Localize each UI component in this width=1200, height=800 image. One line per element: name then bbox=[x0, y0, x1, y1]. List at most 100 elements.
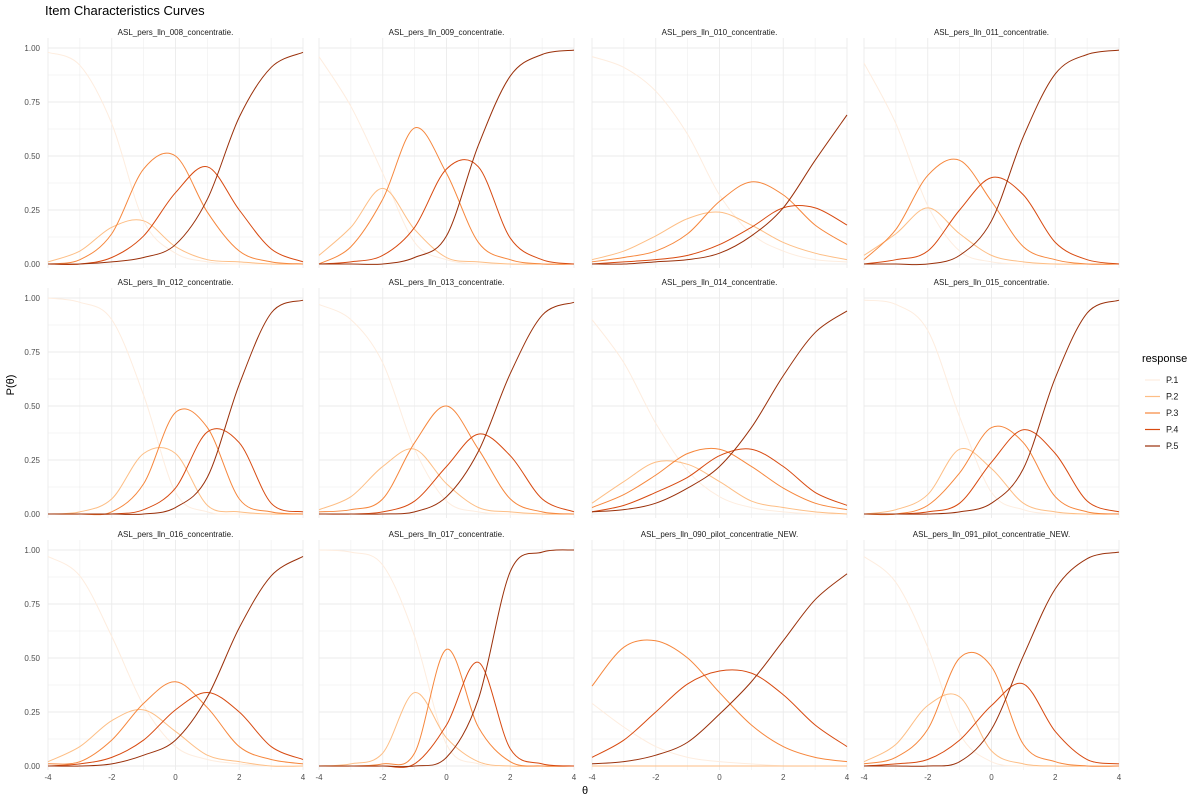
facet-panel: ASL_pers_lln_090_pilot_concentratie_NEW.… bbox=[588, 530, 849, 782]
series-line-p1 bbox=[318, 304, 574, 515]
x-tick-label: 2 bbox=[781, 773, 786, 782]
series-line-p5 bbox=[47, 299, 304, 515]
series-line-p3 bbox=[591, 181, 848, 263]
series-line-p3 bbox=[318, 405, 575, 515]
x-tick-label: -2 bbox=[108, 773, 116, 782]
y-tick-label: 1.00 bbox=[24, 294, 40, 303]
facet-strip-label: ASL_pers_lln_014_concentratie. bbox=[662, 278, 778, 287]
series-line-p4 bbox=[863, 682, 1120, 767]
x-tick-label: 0 bbox=[717, 773, 722, 782]
series-line-p3 bbox=[591, 639, 848, 763]
facet-panel: ASL_pers_lln_010_concentratie. bbox=[591, 28, 848, 268]
x-tick-label: -4 bbox=[315, 773, 323, 782]
x-axis-label: θ bbox=[582, 785, 588, 797]
series-line-p4 bbox=[47, 166, 304, 265]
facet-panel: ASL_pers_lln_009_concentratie. bbox=[318, 28, 575, 268]
x-tick-label: -4 bbox=[588, 773, 596, 782]
y-tick-label: 1.00 bbox=[24, 546, 40, 555]
legend-items: P.1 P.2 P.3 P.4 P.5 bbox=[1145, 375, 1178, 451]
panel-grid bbox=[47, 38, 304, 268]
panel-grid bbox=[591, 288, 848, 518]
series-line-p4 bbox=[863, 176, 1120, 265]
series-line-p3 bbox=[863, 425, 1120, 516]
series-line-p2 bbox=[591, 211, 848, 261]
facet-strip-label: ASL_pers_lln_009_concentratie. bbox=[389, 28, 505, 37]
series-line-p2 bbox=[318, 187, 574, 265]
legend-label-p4: P.4 bbox=[1166, 425, 1178, 435]
series-line-p4 bbox=[591, 669, 848, 758]
facet-strip-label: ASL_pers_lln_008_concentratie. bbox=[118, 28, 234, 37]
facet-panel: ASL_pers_lln_017_concentratie. -4 -2 0 2 4 bbox=[315, 530, 576, 782]
y-tick-label: 0.50 bbox=[24, 402, 40, 411]
x-tick-label: -2 bbox=[652, 773, 660, 782]
series-line-p5 bbox=[47, 556, 304, 767]
x-tick-label: 2 bbox=[1053, 773, 1058, 782]
series-line-p5 bbox=[591, 573, 848, 765]
y-tick-label: 0.00 bbox=[24, 260, 40, 269]
series-line-p1 bbox=[47, 51, 303, 265]
panel-grid bbox=[47, 540, 304, 770]
panel-grid bbox=[591, 38, 848, 268]
series-line-p1 bbox=[591, 56, 848, 263]
facet-panel: ASL_pers_lln_013_concentratie. bbox=[318, 278, 575, 518]
series-line-p5 bbox=[47, 51, 304, 265]
x-tick-label: 4 bbox=[845, 773, 850, 782]
facet-strip-label: ASL_pers_lln_015_concentratie. bbox=[934, 278, 1050, 287]
facet-strip-label: ASL_pers_lln_011_concentratie. bbox=[934, 28, 1049, 37]
facet-panel: ASL_pers_lln_014_concentratie. bbox=[591, 278, 848, 518]
x-tick-label: 2 bbox=[237, 773, 242, 782]
series-line-p5 bbox=[864, 49, 1120, 266]
facet-panel: ASL_pers_lln_012_concentratie. 0.00 0.25 0.… bbox=[24, 278, 304, 519]
x-tick-label: 0 bbox=[989, 773, 994, 782]
y-axis-label: P(θ) bbox=[5, 375, 17, 396]
y-tick-label: 0.00 bbox=[24, 510, 40, 519]
x-tick-label: -4 bbox=[860, 773, 868, 782]
series-line-p4 bbox=[591, 205, 848, 265]
series-line-p2 bbox=[318, 448, 575, 515]
x-tick-label: 2 bbox=[508, 773, 513, 782]
y-tick-label: 0.75 bbox=[24, 98, 40, 107]
series-line-p2 bbox=[863, 207, 1119, 265]
facet-strip-label: ASL_pers_lln_012_concentratie. bbox=[118, 278, 234, 287]
panel-grid bbox=[318, 540, 575, 770]
series-line-p3 bbox=[318, 127, 575, 265]
panel-grid bbox=[318, 38, 575, 268]
y-tick-label: 0.00 bbox=[24, 762, 40, 771]
series-line-p2 bbox=[47, 219, 304, 265]
series-line-p2 bbox=[591, 460, 848, 515]
series-line-p3 bbox=[863, 651, 1120, 767]
panel-grid bbox=[47, 288, 304, 518]
panel-grid bbox=[591, 540, 848, 770]
y-tick-label: 0.25 bbox=[24, 708, 40, 717]
x-tick-label: 4 bbox=[1117, 773, 1122, 782]
series-line-p1 bbox=[863, 299, 1119, 515]
series-line-p5 bbox=[591, 114, 848, 265]
x-tick-label: 4 bbox=[572, 773, 577, 782]
legend-title: response bbox=[1142, 353, 1187, 365]
y-tick-label: 1.00 bbox=[24, 44, 40, 53]
facet-panel: ASL_pers_lln_008_concentratie. 0.00 0.25 0.… bbox=[24, 28, 304, 269]
legend-label-p2: P.2 bbox=[1166, 392, 1178, 402]
facet-panel: ASL_pers_lln_091_pilot_concentratie_NEW.… bbox=[860, 530, 1121, 782]
series-line-p5 bbox=[591, 310, 848, 513]
series-line-p3 bbox=[47, 681, 304, 765]
y-tick-label: 0.50 bbox=[24, 152, 40, 161]
series-line-p5 bbox=[863, 299, 1120, 515]
y-tick-label: 0.75 bbox=[24, 348, 40, 357]
series-line-p2 bbox=[47, 446, 304, 515]
legend-label-p1: P.1 bbox=[1166, 375, 1178, 385]
panel-grid bbox=[863, 38, 1120, 268]
facet-strip-label: ASL_pers_lln_017_concentratie. bbox=[389, 530, 505, 539]
series-line-p3 bbox=[47, 152, 304, 265]
series-line-p4 bbox=[591, 448, 848, 513]
series-line-p3 bbox=[591, 447, 848, 511]
facet-panel: ASL_pers_lln_015_concentratie. bbox=[863, 278, 1120, 518]
x-tick-label: -2 bbox=[924, 773, 932, 782]
legend-label-p5: P.5 bbox=[1166, 441, 1178, 451]
chart-title: Item Characteristics Curves bbox=[45, 3, 205, 18]
facet-strip-label: ASL_pers_lln_091_pilot_concentratie_NEW. bbox=[913, 530, 1070, 539]
facet-panel: ASL_pers_lln_016_concentratie. -4 -2 0 2 4 0.0… bbox=[24, 530, 305, 782]
x-tick-label: -4 bbox=[44, 773, 52, 782]
y-tick-label: 0.25 bbox=[24, 206, 40, 215]
series-line-p4 bbox=[47, 692, 304, 767]
